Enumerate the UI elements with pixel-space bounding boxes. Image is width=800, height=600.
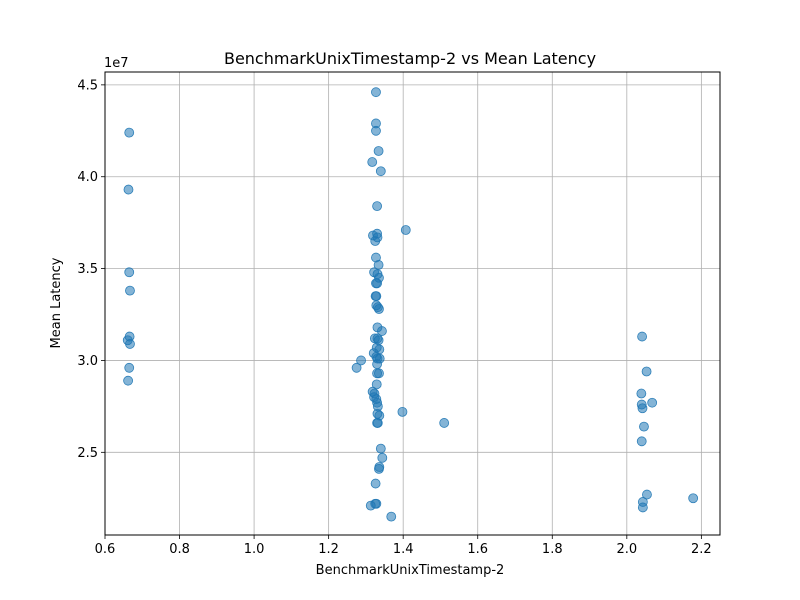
scatter-point — [374, 463, 384, 474]
scatter-point — [636, 436, 647, 447]
scatter-point — [386, 511, 397, 522]
y-tick-label: 3.5 — [77, 262, 98, 277]
scatter-point — [636, 388, 647, 399]
scatter-point — [372, 359, 382, 370]
scatter-point — [688, 493, 699, 504]
scatter-point — [374, 304, 384, 314]
x-tick-label: 1.4 — [393, 542, 414, 557]
x-tick-label: 1.2 — [318, 542, 339, 557]
scatter-point — [374, 368, 384, 379]
chart-title: BenchmarkUnixTimestamp-2 vs Mean Latency — [224, 49, 596, 68]
y-axis-offset-label: 1e7 — [104, 56, 129, 71]
x-tick-label: 2.0 — [616, 542, 637, 557]
scatter-point — [370, 478, 381, 489]
x-tick-label: 2.2 — [691, 542, 712, 557]
x-tick-label: 1.8 — [542, 542, 563, 557]
scatter-point — [641, 366, 652, 377]
scatter-point — [371, 125, 381, 136]
x-axis-label: BenchmarkUnixTimestamp-2 — [316, 563, 505, 578]
scatter-point — [375, 443, 386, 454]
scatter-point — [637, 331, 647, 342]
scatter-point — [647, 397, 658, 408]
scatter-point — [637, 403, 648, 414]
scatter-point — [367, 157, 378, 167]
x-tick-label: 1.0 — [244, 542, 265, 557]
x-tick-label: 0.8 — [169, 542, 190, 557]
scatter-point — [642, 489, 652, 500]
scatter-point — [400, 225, 411, 235]
scatter-point — [637, 502, 648, 513]
scatter-point — [373, 146, 384, 156]
y-tick-label: 3.0 — [77, 354, 98, 369]
scatter-point — [375, 166, 386, 177]
scatter-point — [123, 184, 134, 195]
scatter-point — [439, 418, 450, 428]
scatter-point — [123, 375, 134, 386]
x-tick-label: 0.6 — [95, 542, 116, 557]
scatter-point — [372, 278, 382, 289]
y-tick-label: 2.5 — [77, 446, 98, 461]
scatter-point — [377, 452, 388, 463]
scatter-point — [351, 362, 362, 373]
scatter-point — [125, 285, 135, 296]
scatter-point — [124, 267, 135, 278]
points-layer — [122, 87, 699, 522]
plot-area-frame — [104, 71, 721, 536]
grid-layer — [104, 72, 720, 535]
scatter-point — [125, 339, 135, 349]
x-tick-label: 1.6 — [467, 542, 488, 557]
scatter-point — [639, 421, 649, 432]
scatter-point — [371, 379, 382, 390]
y-axis-ticks: 2.5 3.0 3.5 4.0 4.5 — [77, 78, 105, 461]
scatter-point — [124, 127, 135, 138]
y-axis-label: Mean Latency — [49, 257, 64, 348]
scatter-point — [397, 407, 408, 417]
scatter-point — [372, 418, 383, 428]
y-tick-label: 4.0 — [77, 170, 98, 185]
scatter-point — [371, 291, 382, 302]
scatter-point — [365, 500, 376, 511]
scatter-point — [124, 362, 135, 373]
scatter-point — [356, 355, 366, 366]
x-axis-ticks: 0.6 0.8 1.0 1.2 1.4 1.6 1.8 2.0 2.2 — [95, 535, 712, 557]
scatter-point — [372, 201, 382, 212]
scatter-point — [377, 326, 387, 336]
scatter-point — [371, 87, 381, 98]
scatter-point — [370, 236, 381, 246]
y-tick-label: 4.5 — [77, 78, 98, 93]
